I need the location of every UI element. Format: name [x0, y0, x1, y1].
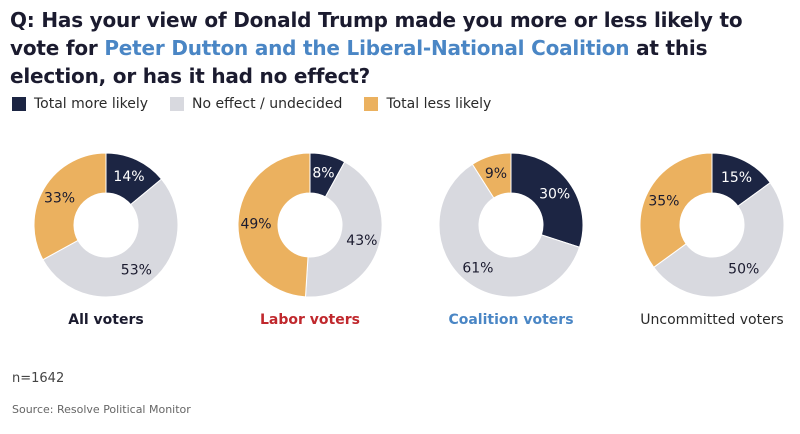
chart-label-uncommitted-voters: Uncommitted voters: [640, 312, 784, 328]
donut-label-more-likely: 8%: [312, 166, 334, 182]
donut-slice-no-effect: [438, 163, 581, 298]
donut-charts: 14% 53% 33% All voters 8% 43% 49% Labor vote…: [0, 148, 800, 338]
legend-label-more-likely: Total more likely: [34, 96, 149, 112]
donut-svg-uncommitted-voters: 15% 50% 35%: [639, 152, 785, 298]
donut-svg-coalition-voters: 30% 61% 9%: [438, 152, 584, 298]
legend-label-no-effect: No effect / undecided: [192, 96, 343, 112]
chart-label-coalition-voters: Coalition voters: [448, 312, 574, 328]
legend-label-less-likely: Total less likely: [386, 96, 492, 112]
legend-item-more-likely: Total more likely: [12, 96, 148, 112]
donut-svg-all-voters: 14% 53% 33%: [33, 152, 179, 298]
chart-label-labor-voters: Labor voters: [260, 312, 360, 328]
donut-svg-labor-voters: 8% 43% 49%: [237, 152, 383, 298]
legend-swatch-more-likely: [12, 97, 26, 111]
title-part1: Q: Has your view of Donald Trump made yo…: [10, 8, 743, 60]
donut-chart-coalition-voters: 30% 61% 9% Coalition voters: [411, 148, 611, 338]
donut-chart-all-voters: 14% 53% 33% All voters: [6, 148, 206, 338]
source-note: Source: Resolve Political Monitor: [12, 403, 191, 416]
legend-swatch-no-effect: [170, 97, 185, 111]
donut-chart-labor-voters: 8% 43% 49% Labor voters: [210, 148, 410, 338]
donut-slice-less-likely: [33, 152, 107, 261]
legend-item-less-likely: Total less likely: [364, 96, 491, 112]
donut-label-no-effect: 43%: [346, 233, 377, 249]
donut-label-more-likely: 15%: [721, 170, 752, 186]
legend: Total more likely No effect / undecided …: [12, 96, 513, 112]
donut-slice-less-likely: [237, 152, 311, 298]
donut-label-less-likely: 35%: [648, 193, 679, 209]
donut-slice-less-likely: [639, 152, 713, 269]
title-part2: at this election, or has it had no effec…: [10, 36, 708, 88]
donut-label-no-effect: 53%: [121, 263, 152, 279]
donut-label-less-likely: 49%: [240, 216, 271, 232]
sample-size: n=1642: [12, 371, 65, 386]
chart-label-all-voters: All voters: [68, 312, 144, 328]
donut-label-no-effect: 61%: [462, 261, 493, 277]
donut-label-more-likely: 30%: [539, 186, 570, 202]
donut-slice-no-effect: [42, 178, 179, 298]
donut-slice-more-likely: [510, 152, 584, 248]
donut-label-no-effect: 50%: [728, 262, 759, 278]
donut-slice-less-likely: [471, 152, 512, 199]
donut-label-less-likely: 33%: [44, 191, 75, 207]
donut-slice-no-effect: [653, 181, 785, 298]
legend-item-no-effect: No effect / undecided: [170, 96, 342, 112]
legend-swatch-less-likely: [364, 97, 379, 111]
title-highlight: Peter Dutton and the Liberal-National Co…: [104, 36, 630, 60]
chart-title: Q: Has your view of Donald Trump made yo…: [10, 6, 780, 90]
donut-label-less-likely: 9%: [485, 166, 507, 182]
donut-label-more-likely: 14%: [113, 169, 144, 185]
donut-slice-no-effect: [304, 161, 383, 298]
donut-chart-uncommitted-voters: 15% 50% 35% Uncommitted voters: [612, 148, 800, 338]
